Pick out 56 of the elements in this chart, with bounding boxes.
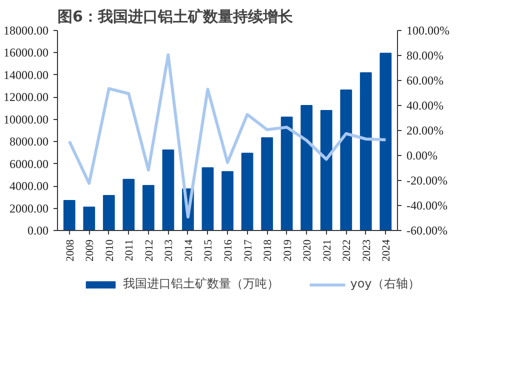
- y-tick-label: 6000.00: [10, 156, 48, 171]
- y-tick-label: 16000.00: [4, 46, 48, 60]
- x-tick-label: 2015: [202, 239, 215, 262]
- y2-tick-label: 20.00%: [406, 124, 444, 138]
- bar: [320, 110, 332, 230]
- y2-tick-label: 40.00%: [406, 98, 444, 112]
- x-tick-label: 2010: [104, 239, 116, 262]
- y-tick-label: 2000.00: [10, 201, 48, 216]
- bar: [162, 149, 174, 230]
- y-tick-label: 0.00: [28, 224, 48, 238]
- bar: [380, 52, 392, 230]
- x-tick-label: 2023: [360, 239, 373, 262]
- y-tick-label: 8000.00: [10, 134, 48, 149]
- x-tick-label: 2017: [242, 239, 254, 262]
- legend-label: yoy（右轴）: [350, 276, 420, 292]
- legend-label: 我国进口铝土矿数量（万吨）: [123, 276, 280, 292]
- y-tick-label: 12000.00: [4, 90, 48, 104]
- bar: [63, 200, 76, 230]
- bar: [202, 167, 214, 230]
- bar: [83, 206, 96, 230]
- x-tick-label: 2009: [84, 239, 96, 262]
- y2-tick-label: -60.00%: [406, 224, 448, 238]
- x-tick-label: 2022: [341, 240, 354, 262]
- y2-tick-label: -20.00%: [406, 174, 448, 188]
- y2-tick-label: 80.00%: [406, 48, 444, 62]
- y-tick-label: 4000.00: [10, 179, 48, 194]
- x-tick-label: 2013: [163, 239, 176, 262]
- line-series: [68, 53, 388, 218]
- x-tick-label: 2019: [282, 239, 294, 262]
- y-tick-label: 18000.00: [4, 24, 48, 38]
- x-tick-label: 2008: [64, 239, 76, 262]
- bar: [261, 137, 273, 230]
- bar: [142, 185, 154, 230]
- x-tick-label: 2014: [182, 239, 195, 262]
- x-tick-label: 2011: [124, 240, 136, 262]
- x-tick-label: 2024: [380, 239, 393, 262]
- chart-title: 图6：我国进口铝土矿数量持续增长: [58, 8, 294, 26]
- bar: [340, 89, 352, 230]
- bar: [300, 105, 313, 230]
- y2-tick-label: 60.00%: [406, 74, 444, 88]
- y2-tick-label: 100.00%: [406, 24, 450, 38]
- x-tick-label: 2021: [321, 240, 334, 262]
- bar: [280, 116, 293, 230]
- bar: [241, 152, 254, 230]
- y2-tick-label: 0.00%: [406, 148, 438, 162]
- bar: [360, 72, 372, 230]
- y2-tick-label: -40.00%: [406, 198, 448, 212]
- x-tick-label: 2018: [262, 239, 274, 262]
- y-tick-label: 10000.00: [4, 112, 48, 126]
- x-tick-label: 2016: [222, 239, 234, 262]
- x-tick-label: 2020: [302, 239, 314, 262]
- y-tick-label: 14000.00: [4, 68, 48, 82]
- bar: [122, 178, 135, 230]
- bar: [102, 195, 115, 230]
- bar: [222, 171, 234, 230]
- x-tick-label: 2012: [143, 240, 156, 262]
